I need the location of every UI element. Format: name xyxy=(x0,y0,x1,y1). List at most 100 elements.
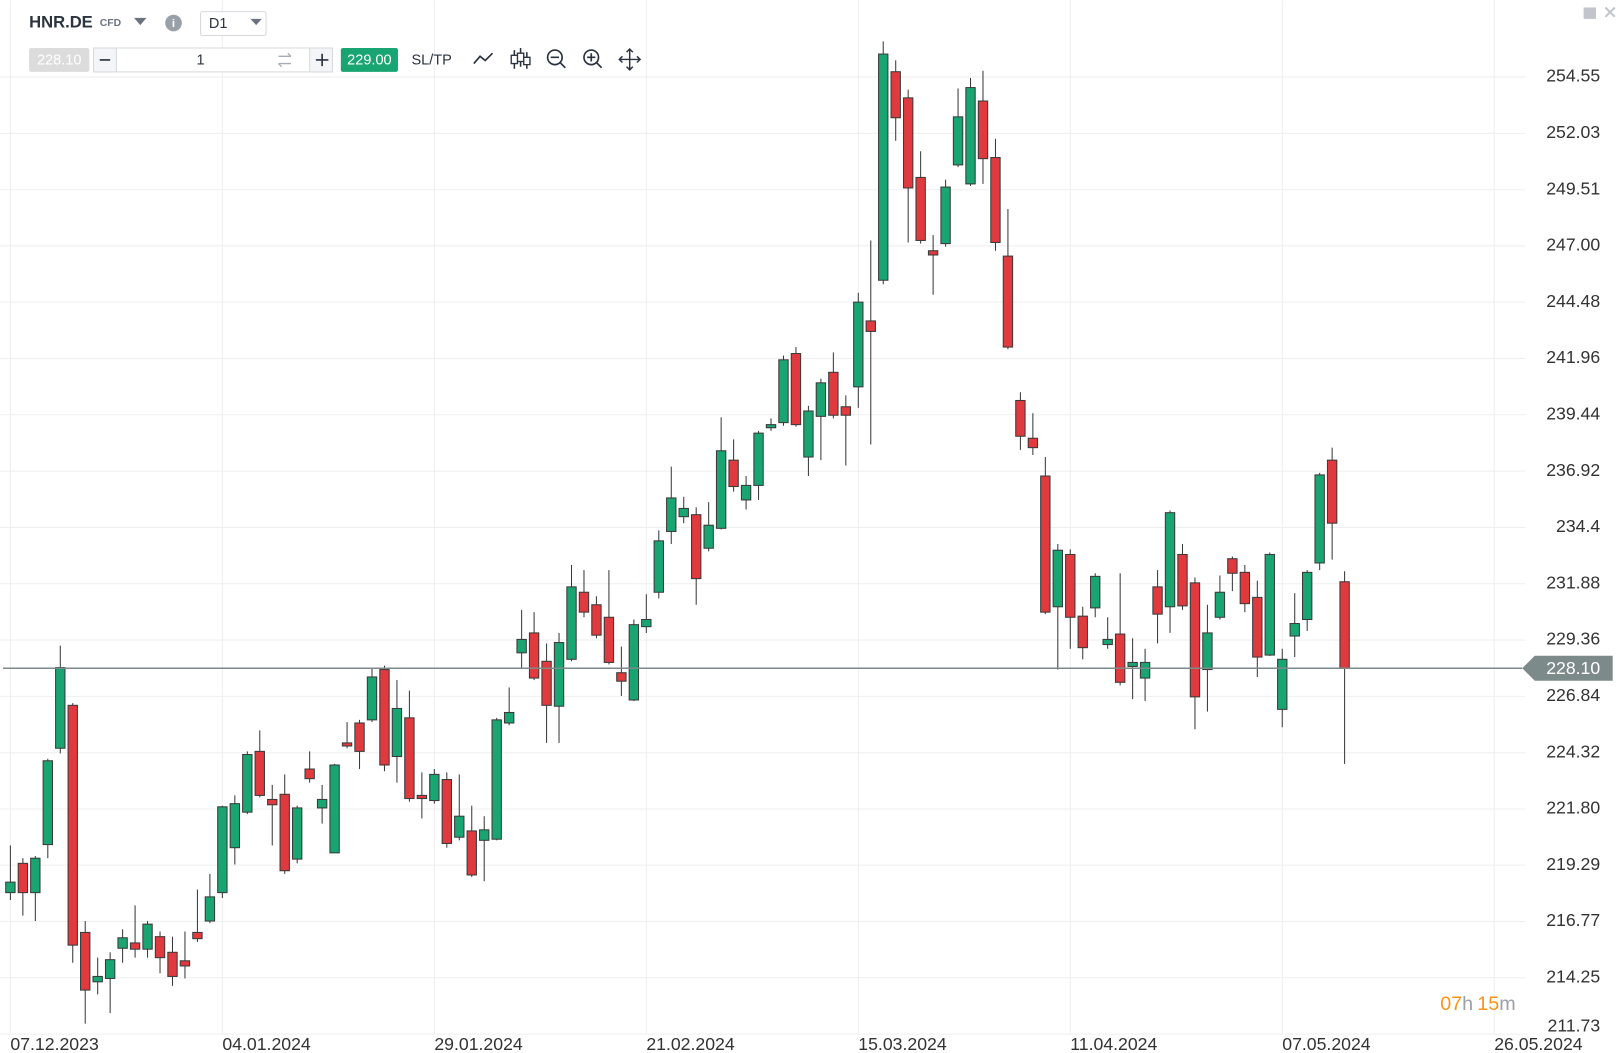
candle-body xyxy=(1027,437,1039,449)
candle-body xyxy=(940,186,951,245)
candle-body xyxy=(703,524,714,549)
candle-body xyxy=(915,176,926,241)
candle-body xyxy=(341,742,353,747)
candle-body xyxy=(416,794,428,800)
candle-body xyxy=(753,432,764,486)
candle-body xyxy=(441,779,453,844)
candle-body xyxy=(17,862,29,894)
candle-body xyxy=(890,71,901,119)
candle-body xyxy=(1065,553,1076,618)
close-button[interactable] xyxy=(1604,6,1616,18)
y-tick-label: 216.77 xyxy=(1546,910,1600,930)
candle-body xyxy=(778,359,789,424)
candle-body xyxy=(30,857,41,894)
quantity-box[interactable] xyxy=(92,47,334,73)
swap-icon[interactable] xyxy=(278,52,292,68)
candle-body xyxy=(1239,571,1251,605)
candle-body xyxy=(1227,558,1238,574)
candle-body xyxy=(853,301,864,388)
candle-body xyxy=(154,936,166,959)
candle-body xyxy=(1326,459,1338,524)
candle-body xyxy=(279,793,290,872)
candle-body xyxy=(965,87,976,185)
symbol-dropdown[interactable] xyxy=(134,17,147,26)
zoom-out-glyph xyxy=(550,56,566,69)
candle-body xyxy=(1252,596,1263,658)
candle-body xyxy=(1077,615,1088,649)
y-tick-label: 234.4 xyxy=(1556,516,1600,536)
x-tick-label: 26.05.2024 xyxy=(1494,1034,1583,1053)
sell-button[interactable] xyxy=(29,47,90,72)
buy-price: 229.00 xyxy=(347,52,391,68)
candle-body xyxy=(765,424,777,429)
candle-body xyxy=(1139,661,1151,679)
pan-icon[interactable] xyxy=(618,48,642,71)
candle-body xyxy=(1289,623,1300,637)
candle-body xyxy=(291,807,303,860)
candle-body xyxy=(466,830,477,876)
timeframe-select[interactable] xyxy=(200,11,267,37)
candle-body xyxy=(566,586,577,660)
candle-chart-icon-bodies xyxy=(510,52,531,66)
candle-body xyxy=(952,116,964,166)
candle-body xyxy=(728,459,739,488)
y-tick-label: 229.36 xyxy=(1546,629,1600,649)
x-tick-label: 07.12.2023 xyxy=(10,1034,99,1053)
candle-body xyxy=(142,923,153,950)
candle-body xyxy=(503,711,515,724)
y-tick-label: 224.32 xyxy=(1546,741,1600,761)
y-tick-label: 221.80 xyxy=(1546,798,1600,818)
candle-body xyxy=(167,951,178,977)
candle-body xyxy=(67,704,78,946)
zoom-out-icon[interactable] xyxy=(546,49,563,66)
candle-body xyxy=(204,896,216,922)
x-tick-label: 15.03.2024 xyxy=(858,1034,947,1053)
candle-body xyxy=(616,672,627,682)
timeframe: D1 xyxy=(209,16,228,32)
y-tick-label: 211.73 xyxy=(1548,1015,1601,1035)
candle-body xyxy=(80,931,91,991)
candle-body xyxy=(454,815,465,838)
countdown-hours: 07 xyxy=(1440,993,1462,1015)
buy-button[interactable] xyxy=(340,47,398,72)
y-tick-label: 239.44 xyxy=(1546,403,1600,423)
instrument-type: CFD xyxy=(100,18,122,29)
candle-body xyxy=(902,97,914,189)
symbol[interactable]: HNR.DE xyxy=(29,12,93,31)
sl-tp-button[interactable]: SL/TP xyxy=(411,52,451,68)
candle-body xyxy=(179,960,191,967)
sell-price: 228.10 xyxy=(37,52,81,68)
timeframe-dropdown xyxy=(250,18,262,26)
line-chart-icon[interactable] xyxy=(473,52,494,65)
x-tick-label: 21.02.2024 xyxy=(646,1034,735,1053)
candle-body xyxy=(391,707,403,758)
countdown-hours-unit: h xyxy=(1462,993,1473,1015)
candle-body xyxy=(678,507,689,518)
minimize-button[interactable] xyxy=(1583,7,1597,19)
countdown: 07h 15m xyxy=(1440,993,1516,1015)
info-icon[interactable] xyxy=(165,14,182,32)
y-tick-label: 249.51 xyxy=(1546,178,1600,198)
current-price-tag xyxy=(1522,655,1613,681)
y-tick-label: 252.03 xyxy=(1546,122,1600,142)
candle-body xyxy=(541,660,552,706)
quantity[interactable]: 1 xyxy=(196,52,204,68)
candle-body xyxy=(1314,474,1325,564)
zoom-in-icon[interactable] xyxy=(583,49,600,66)
candle-body xyxy=(304,768,315,780)
candle-body xyxy=(404,717,415,800)
candle-body xyxy=(1052,549,1064,608)
candle-body xyxy=(1127,661,1138,667)
current-price-label: 228.10 xyxy=(1546,658,1600,678)
candle-body xyxy=(977,100,989,160)
x-tick-label: 11.04.2024 xyxy=(1070,1034,1157,1053)
candle-body xyxy=(1277,658,1288,710)
candle-body xyxy=(815,382,827,417)
candle-body xyxy=(1177,553,1188,607)
candle-body xyxy=(591,604,602,636)
y-tick-label: 226.84 xyxy=(1546,685,1600,705)
countdown-minutes-unit: m xyxy=(1499,993,1515,1015)
candle-body xyxy=(578,591,590,613)
